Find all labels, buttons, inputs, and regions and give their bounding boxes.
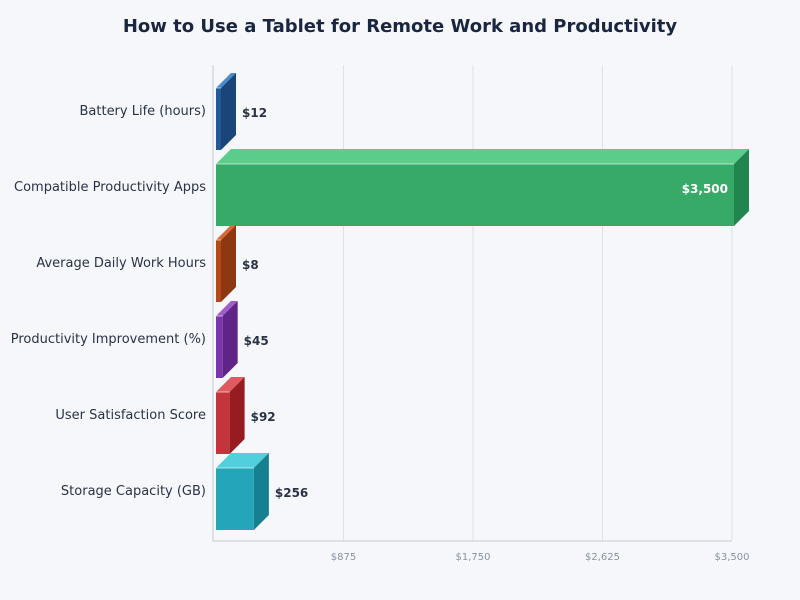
bar: [216, 164, 734, 226]
value-label: $8: [242, 258, 259, 272]
category-label: Battery Life (hours): [79, 104, 206, 119]
value-label: $45: [244, 334, 269, 348]
bar-top: [216, 225, 236, 240]
bar-side: [253, 453, 269, 530]
chart-title: How to Use a Tablet for Remote Work and …: [122, 16, 678, 37]
bar-side: [221, 73, 236, 150]
bar: [216, 240, 221, 302]
bar-top: [216, 301, 238, 316]
bar-side: [222, 301, 238, 378]
category-label: User Satisfaction Score: [55, 408, 206, 423]
bar-side: [229, 377, 245, 454]
bar-top: [216, 377, 245, 392]
category-label: Compatible Productivity Apps: [14, 180, 206, 195]
bar: [216, 88, 221, 150]
x-tick-label: $2,625: [585, 552, 620, 563]
category-label: Productivity Improvement (%): [11, 332, 206, 347]
bar-top: [216, 453, 269, 468]
bar: [216, 468, 254, 530]
value-label: $256: [275, 486, 308, 500]
bar-side: [221, 225, 236, 302]
bar-top: [216, 149, 749, 164]
value-label: $12: [242, 106, 267, 120]
value-label: $92: [251, 410, 276, 424]
bar: [216, 392, 230, 454]
value-label: $3,500: [682, 182, 728, 196]
x-tick-label: $3,500: [715, 552, 750, 563]
x-tick-label: $875: [331, 552, 356, 563]
category-label: Storage Capacity (GB): [61, 484, 206, 499]
x-tick-label: $1,750: [456, 552, 491, 563]
bar-top: [216, 73, 236, 88]
bar: [216, 316, 223, 378]
category-label: Average Daily Work Hours: [36, 256, 206, 271]
bar-side: [734, 149, 749, 226]
